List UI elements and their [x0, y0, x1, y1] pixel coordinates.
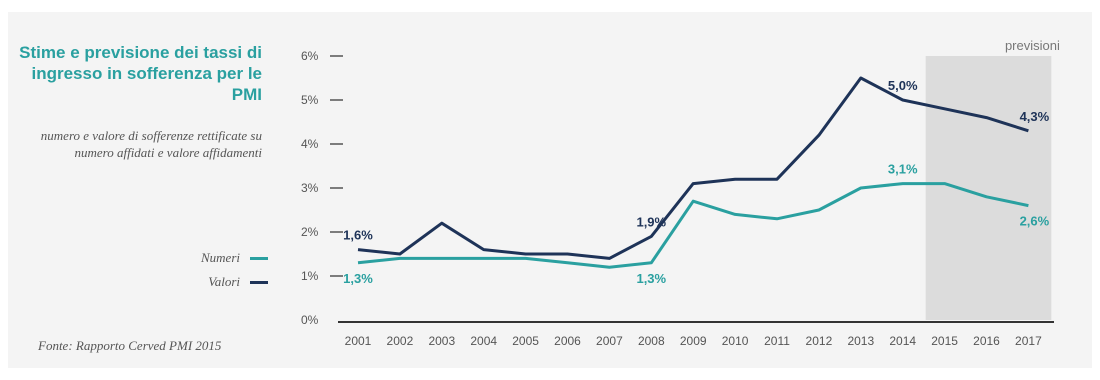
chart-subtitle: numero e valore di sofferenze rettificat…: [40, 128, 262, 160]
chart-panel: [8, 12, 1092, 368]
x-tick-label: 2015: [931, 334, 958, 348]
x-tick-label: 2006: [554, 334, 581, 348]
series-line-numeri: [357, 182, 1029, 269]
x-tick-label: 2014: [889, 334, 916, 348]
x-tick-label: 2017: [1015, 334, 1042, 348]
x-tick-label: 2004: [470, 334, 497, 348]
forecast-label: previsioni: [1005, 38, 1060, 53]
x-tick-label: 2012: [806, 334, 833, 348]
y-tick-label: 2%: [301, 225, 319, 239]
data-label-numeri-2008: 1,3%: [636, 271, 666, 286]
data-label-numeri-2001: 1,3%: [343, 271, 373, 286]
source-note: Fonte: Rapporto Cerved PMI 2015: [38, 338, 222, 353]
data-label-valori-2001: 1,6%: [343, 228, 373, 243]
chart-title: Stime e previsione dei tassi di ingresso…: [19, 43, 262, 104]
x-tick-label: 2011: [764, 334, 790, 348]
y-tick-label: 3%: [301, 181, 319, 195]
legend-label-valori: Valori: [208, 274, 240, 289]
legend-swatch-valori: [250, 280, 268, 284]
y-tick-label: 6%: [301, 49, 319, 63]
series-line-valori: [357, 76, 1029, 260]
x-tick-label: 2007: [596, 334, 623, 348]
data-label-numeri-2014: 3,1%: [888, 162, 918, 177]
data-label-valori-2008: 1,9%: [636, 214, 666, 229]
y-tick-label: 0%: [301, 313, 319, 327]
forecast-band: [925, 56, 1052, 320]
legend-item-valori: Valori: [120, 270, 268, 294]
y-tick-label: 1%: [301, 269, 319, 283]
legend-label-numeri: Numeri: [201, 250, 240, 265]
x-tick-label: 2010: [722, 334, 749, 348]
data-label-valori-2017: 4,3%: [1020, 109, 1050, 124]
data-label-numeri-2017: 2,6%: [1020, 214, 1050, 229]
x-tick-label: 2009: [680, 334, 707, 348]
legend-swatch-numeri: [250, 256, 268, 260]
legend: Numeri Valori: [120, 246, 268, 294]
x-tick-label: 2003: [428, 334, 455, 348]
x-tick-label: 2008: [638, 334, 665, 348]
y-tick-label: 4%: [301, 137, 319, 151]
x-tick-label: 2005: [512, 334, 539, 348]
legend-item-numeri: Numeri: [120, 246, 268, 270]
data-label-valori-2014: 5,0%: [888, 78, 918, 93]
y-tick-label: 5%: [301, 93, 319, 107]
x-tick-label: 2002: [387, 334, 414, 348]
x-tick-label: 2016: [973, 334, 1000, 348]
x-tick-label: 2001: [345, 334, 372, 348]
x-tick-label: 2013: [847, 334, 874, 348]
